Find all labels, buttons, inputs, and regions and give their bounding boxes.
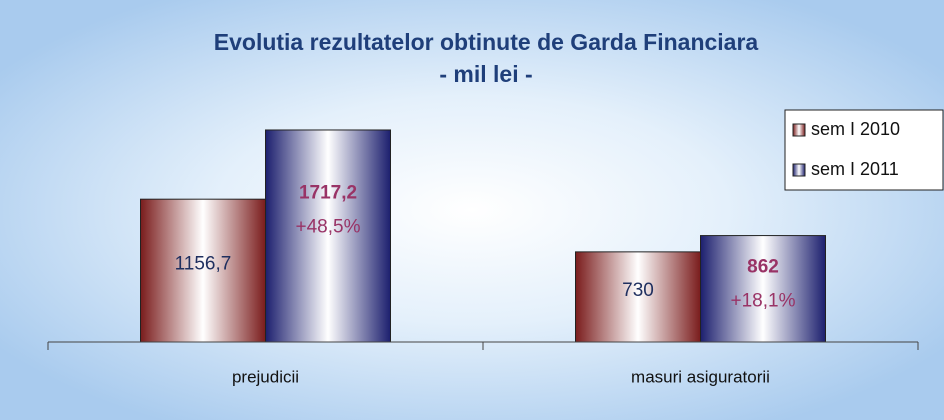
bar <box>140 198 266 343</box>
legend-swatch <box>792 163 806 177</box>
legend-label: sem I 2011 <box>811 159 899 179</box>
legend-box <box>784 109 944 191</box>
annotation: +18,1% <box>731 291 796 312</box>
value-label: 862 <box>747 257 779 278</box>
legend-swatch <box>792 123 806 137</box>
x-tick-label: masuri asiguratorii <box>631 367 770 386</box>
chart-title: Evolutia rezultatelor obtinute de Garda … <box>214 29 759 55</box>
annotation: +48,5% <box>296 217 361 238</box>
value-label: 1156,7 <box>175 254 232 275</box>
x-tick-label: prejudicii <box>232 367 299 386</box>
bar <box>575 251 701 343</box>
bar <box>700 235 826 343</box>
legend-label: sem I 2010 <box>811 119 900 139</box>
value-label: 1717,2 <box>299 183 357 204</box>
value-label: 730 <box>622 280 654 301</box>
chart-subtitle: - mil lei - <box>439 61 532 87</box>
